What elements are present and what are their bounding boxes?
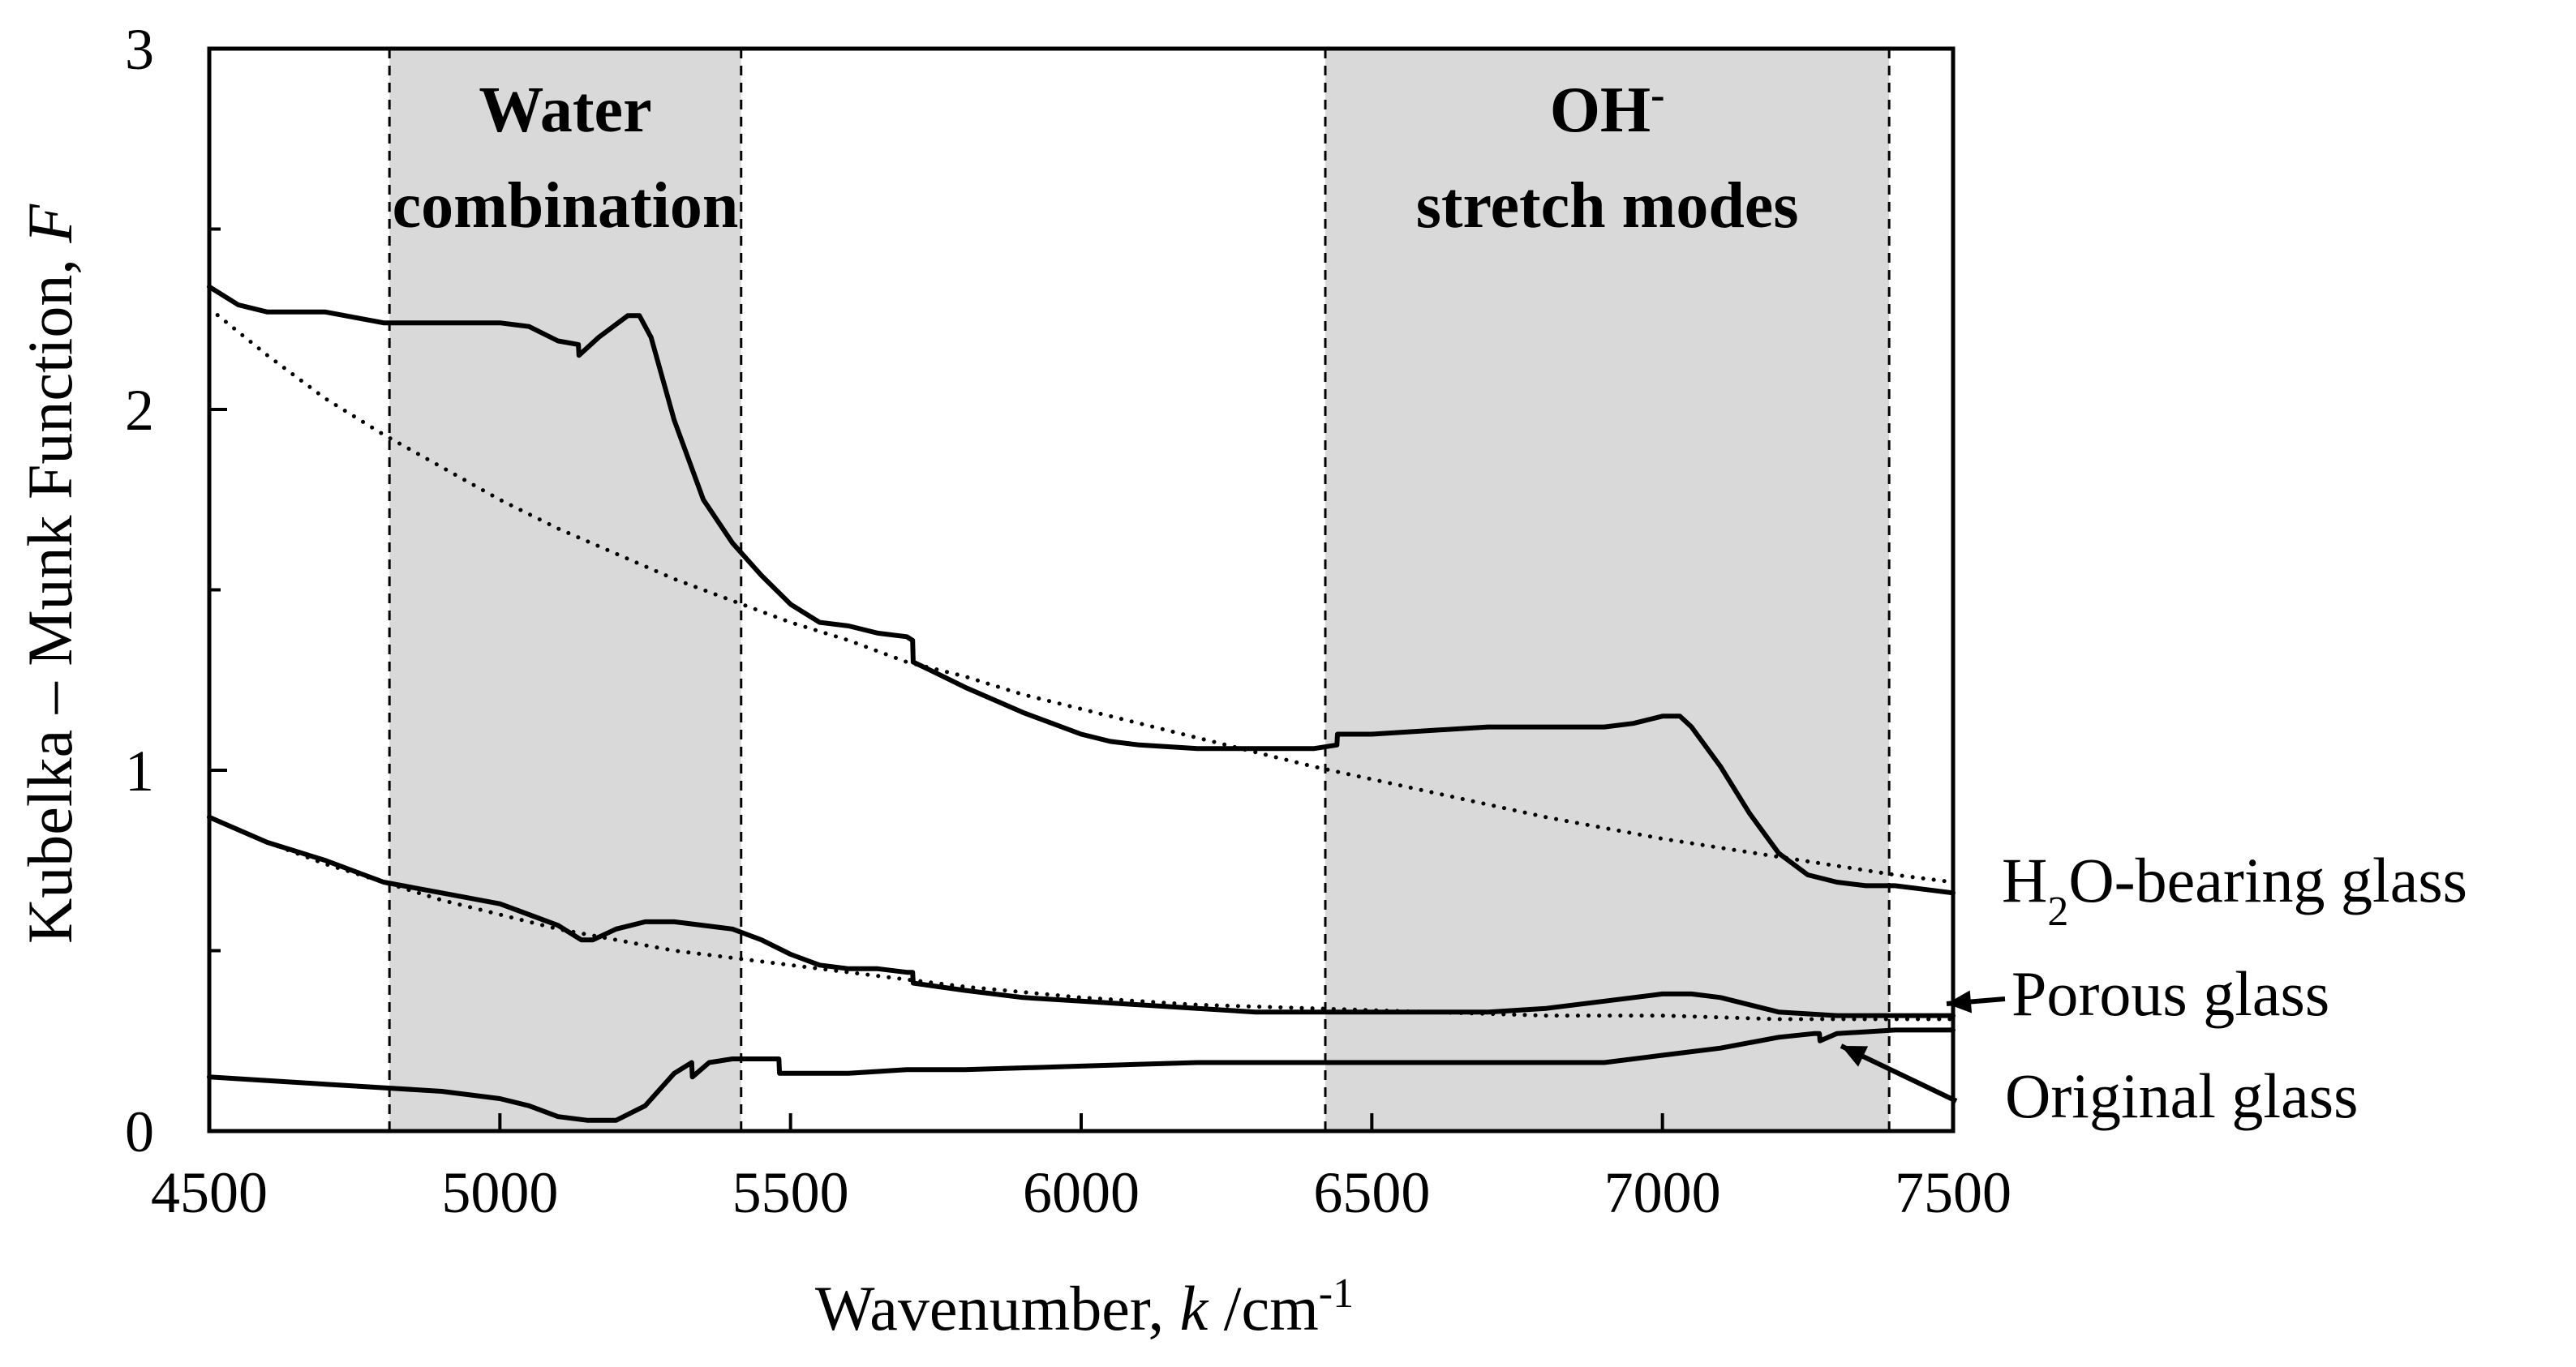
y-tick-label-1: 1	[125, 739, 154, 803]
x-tick-label-5000: 5000	[441, 1160, 558, 1225]
series-label-h2o-bearing-glass: H2O-bearing glass	[2002, 845, 2467, 935]
series-label-original-glass: Original glass	[2005, 1061, 2358, 1131]
region-label-water-combination-line-1: Water	[479, 75, 651, 146]
region-label-oh-stretch-sup: -	[1651, 72, 1664, 118]
arrowhead-original-glass	[1841, 1046, 1869, 1067]
region-label-oh-stretch-line-1: OH-	[1550, 72, 1665, 147]
series-labels: H2O-bearing glass Porous glass Original gl…	[1840, 845, 2467, 1131]
arrowhead-porous-glass	[1947, 990, 1973, 1013]
shaded-regions	[388, 49, 1891, 1131]
x-tick-label-4500: 4500	[151, 1160, 268, 1225]
series-label-porous-glass: Porous glass	[2011, 958, 2329, 1029]
x-tick-label-6000: 6000	[1023, 1160, 1140, 1225]
region-water-combination	[389, 49, 741, 1131]
series-group	[207, 284, 1956, 1123]
region-labels: Water combination OH-stretch modes	[393, 72, 1799, 242]
x-tick-label-7000: 7000	[1604, 1160, 1721, 1225]
x-tick-label-6500: 6500	[1313, 1160, 1430, 1225]
y-tick-label-2: 2	[125, 378, 154, 443]
x-tick-label-5500: 5500	[732, 1160, 849, 1225]
y-axis-label: Kubelka – Munk Function, F	[15, 204, 85, 944]
y-tick-label-3: 3	[125, 17, 154, 82]
series-original-glass	[207, 1027, 1956, 1123]
y-tick-label-0: 0	[125, 1099, 154, 1164]
series-h2o-bearing-glass-baseline	[207, 306, 1956, 885]
x-axis-label: Wavenumber, k /cm-1	[815, 1271, 1354, 1344]
axis-ticks: 4500 5000 5500 6000 6500 7000 7500 0 1 2 3	[125, 17, 2011, 1225]
x-tick-label-7500: 7500	[1895, 1160, 2011, 1225]
series-h2o-bearing-glass	[207, 284, 1956, 896]
series-porous-glass	[207, 814, 1956, 1018]
region-oh-stretch	[1325, 49, 1890, 1131]
region-label-oh-stretch-line-2: stretch modes	[1416, 170, 1799, 242]
region-label-water-combination-line-2: combination	[393, 170, 739, 242]
